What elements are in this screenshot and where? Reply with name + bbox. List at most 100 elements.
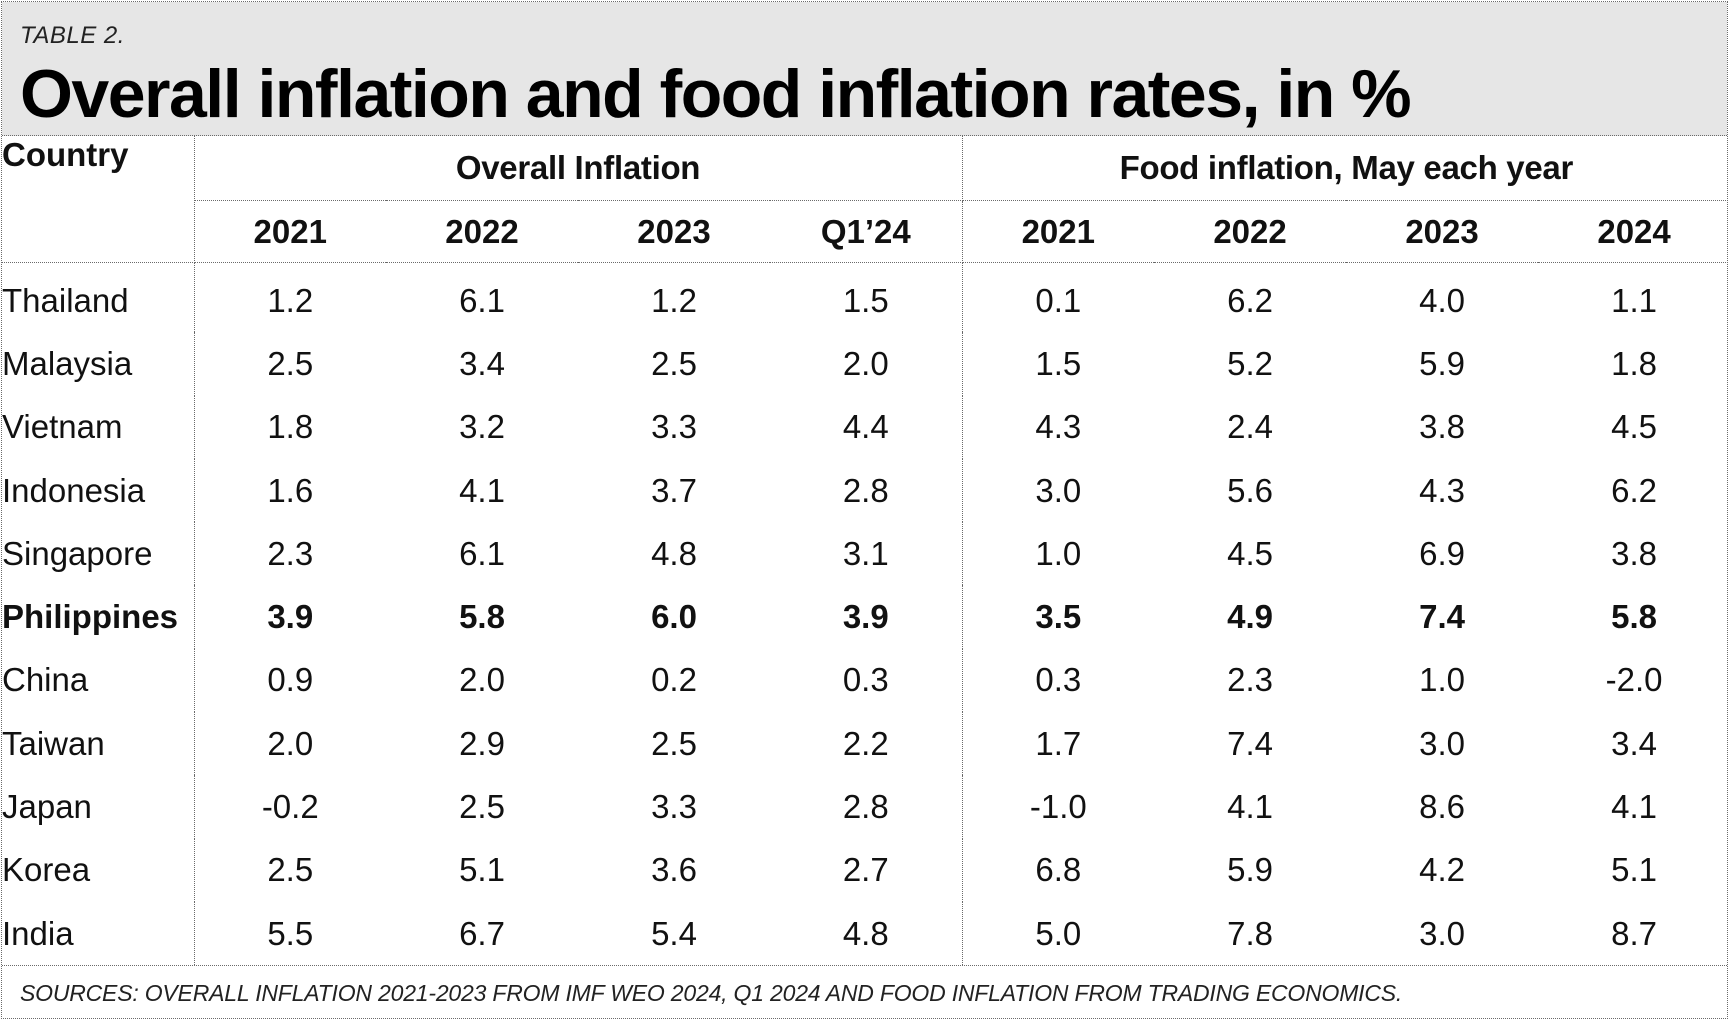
food-inflation-cell: 7.8 bbox=[1227, 914, 1273, 952]
food-inflation-cell: 1.8 bbox=[1611, 344, 1657, 382]
food-inflation-cell: 4.1 bbox=[1611, 788, 1657, 826]
overall-inflation-cell: 2.5 bbox=[651, 344, 697, 382]
food-year-header: 2022 bbox=[1154, 200, 1347, 263]
food-inflation-cell: 7.4 bbox=[1227, 724, 1273, 762]
inflation-table: Country Overall Inflation Food inflation… bbox=[2, 136, 1729, 966]
food-inflation-cell: 5.1 bbox=[1611, 851, 1657, 889]
food-inflation-cell: 6.8 bbox=[1035, 851, 1082, 889]
overall-inflation-cell: 5.8 bbox=[459, 598, 505, 636]
overall-year-header: 2023 bbox=[578, 200, 770, 263]
overall-inflation-cell: 2.5 bbox=[651, 724, 697, 762]
overall-inflation-cell: 1.6 bbox=[267, 471, 314, 509]
food-inflation-cell: 3.5 bbox=[1035, 598, 1082, 636]
overall-inflation-cell: 1.8 bbox=[267, 408, 314, 446]
overall-inflation-cell: 1.5 bbox=[770, 262, 963, 333]
food-inflation-cell: 3.8 bbox=[1611, 534, 1657, 572]
overall-inflation-cell: 2.5 bbox=[459, 788, 505, 826]
food-inflation-cell: 6.9 bbox=[1419, 534, 1465, 572]
table-row: Indonesia 1.6 4.1 3.7 2.8 3.0 5.6 4.3 6.2 bbox=[2, 458, 1729, 523]
food-inflation-cell: 6.2 bbox=[1227, 281, 1273, 319]
food-inflation-cell: 5.9 bbox=[1227, 851, 1273, 889]
overall-inflation-cell: 3.7 bbox=[651, 471, 697, 509]
overall-inflation-cell: 2.8 bbox=[770, 458, 963, 523]
food-inflation-cell: 4.0 bbox=[1419, 281, 1465, 319]
food-inflation-cell: 5.8 bbox=[1611, 598, 1657, 636]
overall-inflation-cell: 4.4 bbox=[770, 395, 963, 459]
food-inflation-cell: 8.6 bbox=[1419, 788, 1465, 826]
food-inflation-cell: 1.0 bbox=[1035, 534, 1082, 572]
country-cell: India bbox=[2, 901, 195, 966]
table-label: TABLE 2. bbox=[20, 22, 125, 49]
overall-inflation-cell: 2.0 bbox=[267, 724, 314, 762]
food-inflation-cell: 6.2 bbox=[1611, 471, 1657, 509]
table-row: Vietnam 1.8 3.2 3.3 4.4 4.3 2.4 3.8 4.5 bbox=[2, 395, 1729, 459]
overall-inflation-cell: 3.1 bbox=[770, 522, 963, 586]
food-inflation-cell: 4.3 bbox=[1035, 408, 1082, 446]
table-title: Overall inflation and food inflation rat… bbox=[20, 56, 1412, 132]
overall-inflation-cell: 6.0 bbox=[651, 598, 697, 636]
overall-inflation-cell: 2.8 bbox=[770, 775, 963, 839]
overall-inflation-cell: 0.2 bbox=[651, 661, 697, 699]
country-cell: Thailand bbox=[2, 262, 195, 333]
table-row: India 5.5 6.7 5.4 4.8 5.0 7.8 3.0 8.7 bbox=[2, 901, 1729, 966]
food-year-header: 2021 bbox=[962, 200, 1155, 263]
food-inflation-cell: 3.0 bbox=[1035, 471, 1082, 509]
table-row: Japan -0.2 2.5 3.3 2.8 -1.0 4.1 8.6 4.1 bbox=[2, 775, 1729, 839]
food-inflation-cell: 2.3 bbox=[1227, 661, 1273, 699]
food-inflation-cell: 4.5 bbox=[1227, 534, 1273, 572]
food-inflation-cell: 1.5 bbox=[1035, 344, 1082, 382]
table-row: Thailand 1.2 6.1 1.2 1.5 0.1 6.2 4.0 1.1 bbox=[2, 262, 1729, 333]
food-inflation-cell: 3.4 bbox=[1611, 724, 1657, 762]
overall-inflation-cell: 3.9 bbox=[267, 598, 314, 636]
overall-inflation-cell: 5.1 bbox=[459, 851, 505, 889]
overall-inflation-cell: 3.3 bbox=[651, 788, 697, 826]
overall-inflation-cell: 2.0 bbox=[770, 332, 963, 396]
food-year-header: 2023 bbox=[1346, 200, 1539, 263]
overall-inflation-cell: 3.9 bbox=[770, 585, 963, 649]
overall-inflation-cell: -0.2 bbox=[261, 788, 319, 826]
food-inflation-cell: 4.5 bbox=[1611, 408, 1657, 446]
table-row: China 0.9 2.0 0.2 0.3 0.3 2.3 1.0 -2.0 bbox=[2, 648, 1729, 713]
country-cell: China bbox=[2, 648, 195, 713]
country-cell: Philippines bbox=[2, 585, 195, 649]
overall-inflation-cell: 4.8 bbox=[651, 534, 697, 572]
table-row: Malaysia 2.5 3.4 2.5 2.0 1.5 5.2 5.9 1.8 bbox=[2, 332, 1729, 396]
food-inflation-cell: -1.0 bbox=[1029, 788, 1087, 826]
overall-inflation-cell: 2.9 bbox=[459, 724, 505, 762]
overall-inflation-cell: 3.4 bbox=[459, 344, 505, 382]
food-inflation-cell: -2.0 bbox=[1605, 661, 1663, 699]
overall-inflation-cell: 6.7 bbox=[459, 914, 505, 952]
table-row: Korea 2.5 5.1 3.6 2.7 6.8 5.9 4.2 5.1 bbox=[2, 838, 1729, 902]
country-cell: Korea bbox=[2, 838, 195, 902]
food-inflation-cell: 8.7 bbox=[1611, 914, 1657, 952]
overall-inflation-cell: 2.5 bbox=[267, 344, 314, 382]
overall-inflation-cell: 2.7 bbox=[770, 838, 963, 902]
overall-inflation-cell: 3.6 bbox=[651, 851, 697, 889]
overall-inflation-cell: 1.2 bbox=[267, 281, 314, 319]
food-inflation-cell: 4.1 bbox=[1227, 788, 1273, 826]
table-row: Philippines 3.9 5.8 6.0 3.9 3.5 4.9 7.4 5.8 bbox=[2, 585, 1729, 649]
overall-inflation-cell: 3.3 bbox=[651, 408, 697, 446]
overall-year-header: Q1’24 bbox=[770, 200, 963, 263]
country-cell: Taiwan bbox=[2, 712, 195, 776]
food-inflation-cell: 5.0 bbox=[1035, 914, 1082, 952]
food-year-header: 2024 bbox=[1538, 200, 1729, 263]
overall-inflation-cell: 6.1 bbox=[459, 281, 505, 319]
food-inflation-cell: 4.2 bbox=[1419, 851, 1465, 889]
country-cell: Vietnam bbox=[2, 395, 195, 459]
overall-year-header: 2022 bbox=[386, 200, 578, 263]
overall-inflation-cell: 6.1 bbox=[459, 534, 505, 572]
table-body: Thailand 1.2 6.1 1.2 1.5 0.1 6.2 4.0 1.1 Malaysia… bbox=[2, 262, 1729, 966]
overall-inflation-cell: 3.2 bbox=[459, 408, 505, 446]
overall-inflation-cell: 2.5 bbox=[267, 851, 314, 889]
country-cell: Malaysia bbox=[2, 332, 195, 396]
food-inflation-cell: 3.8 bbox=[1419, 408, 1465, 446]
table-header-band: TABLE 2. Overall inflation and food infl… bbox=[2, 2, 1727, 136]
country-cell: Japan bbox=[2, 775, 195, 839]
overall-inflation-cell: 4.8 bbox=[770, 901, 963, 966]
overall-year-header: 2021 bbox=[194, 200, 386, 263]
overall-inflation-cell: 2.2 bbox=[770, 712, 963, 776]
overall-inflation-cell: 5.4 bbox=[651, 914, 697, 952]
year-header-row: 2021 2022 2023 Q1’24 2021 2022 2023 2024 bbox=[2, 200, 1729, 263]
country-cell: Indonesia bbox=[2, 458, 195, 523]
